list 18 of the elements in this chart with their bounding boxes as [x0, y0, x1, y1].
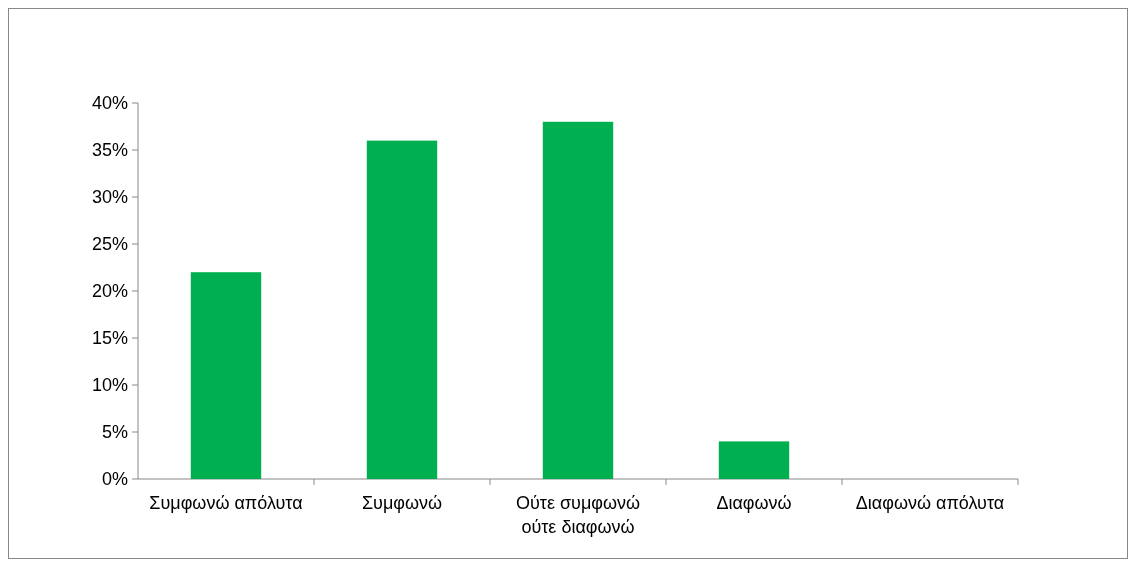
bar	[366, 140, 438, 479]
y-tick-label: 40%	[91, 93, 128, 114]
y-tick-label: 15%	[91, 328, 128, 349]
bar	[190, 272, 262, 479]
x-tick-label: Συμφωνώ	[361, 493, 443, 513]
x-tick-label: Συμφωνώ απόλυτα	[149, 493, 303, 513]
bar	[718, 441, 790, 479]
x-tick-label: Διαφωνώ απόλυτα	[855, 493, 1005, 513]
y-tick-label: 0%	[101, 469, 128, 490]
x-tick-label: Ούτε συμφωνώ ούτε διαφωνώ	[515, 493, 641, 537]
y-tick-label: 25%	[91, 234, 128, 255]
y-tick-label: 10%	[91, 375, 128, 396]
y-tick-label: 20%	[91, 281, 128, 302]
y-tick-label: 35%	[91, 140, 128, 161]
bar	[542, 121, 614, 479]
y-tick-label: 5%	[101, 422, 128, 443]
y-tick-label: 30%	[91, 187, 128, 208]
x-tick-label: Διαφωνώ	[716, 493, 792, 513]
